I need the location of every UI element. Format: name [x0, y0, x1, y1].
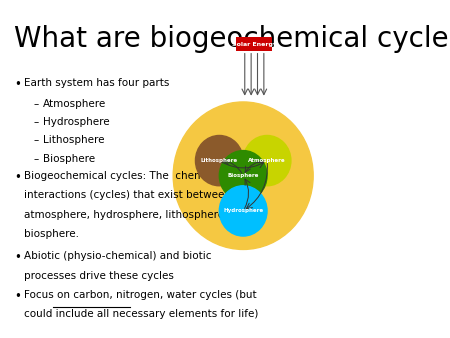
Text: Biosphere: Biosphere [43, 154, 95, 164]
Text: Focus on carbon, nitrogen, water cycles (but: Focus on carbon, nitrogen, water cycles … [24, 290, 256, 300]
Text: •: • [14, 171, 21, 184]
Text: –: – [33, 117, 38, 127]
Text: interactions (cycles) that exist between    t: interactions (cycles) that exist between… [24, 190, 248, 200]
Text: Solar Energy: Solar Energy [232, 42, 277, 47]
Text: Abiotic (physio-chemical) and biotic: Abiotic (physio-chemical) and biotic [24, 251, 211, 261]
Circle shape [243, 136, 291, 186]
Text: –: – [33, 99, 38, 108]
Text: Lithosphere: Lithosphere [43, 136, 104, 145]
Text: Lithosphere: Lithosphere [201, 158, 238, 163]
Text: biosphere.: biosphere. [24, 229, 79, 239]
Circle shape [173, 102, 313, 249]
Text: •: • [14, 78, 21, 92]
Text: What are biogeochemical cycles?: What are biogeochemical cycles? [14, 25, 450, 53]
Text: atmosphere, hydrosphere, lithosphere, and: atmosphere, hydrosphere, lithosphere, an… [24, 210, 250, 220]
Text: processes drive these cycles: processes drive these cycles [24, 271, 174, 281]
Text: •: • [14, 290, 21, 303]
Text: Atmosphere: Atmosphere [248, 158, 286, 163]
Circle shape [219, 186, 267, 236]
Text: •: • [14, 251, 21, 264]
Text: Hydrosphere: Hydrosphere [223, 209, 263, 213]
FancyBboxPatch shape [236, 37, 272, 51]
Circle shape [195, 136, 243, 186]
Text: Biosphere: Biosphere [228, 173, 259, 178]
Text: could include all necessary elements for life): could include all necessary elements for… [24, 309, 258, 319]
Text: Earth system has four parts: Earth system has four parts [24, 78, 169, 89]
Text: Biogeochemical cycles: The  chemical: Biogeochemical cycles: The chemical [24, 171, 222, 181]
Circle shape [219, 150, 267, 201]
Text: –: – [33, 154, 38, 164]
Text: –: – [33, 136, 38, 145]
Text: Hydrosphere: Hydrosphere [43, 117, 109, 127]
Text: Atmosphere: Atmosphere [43, 99, 106, 108]
